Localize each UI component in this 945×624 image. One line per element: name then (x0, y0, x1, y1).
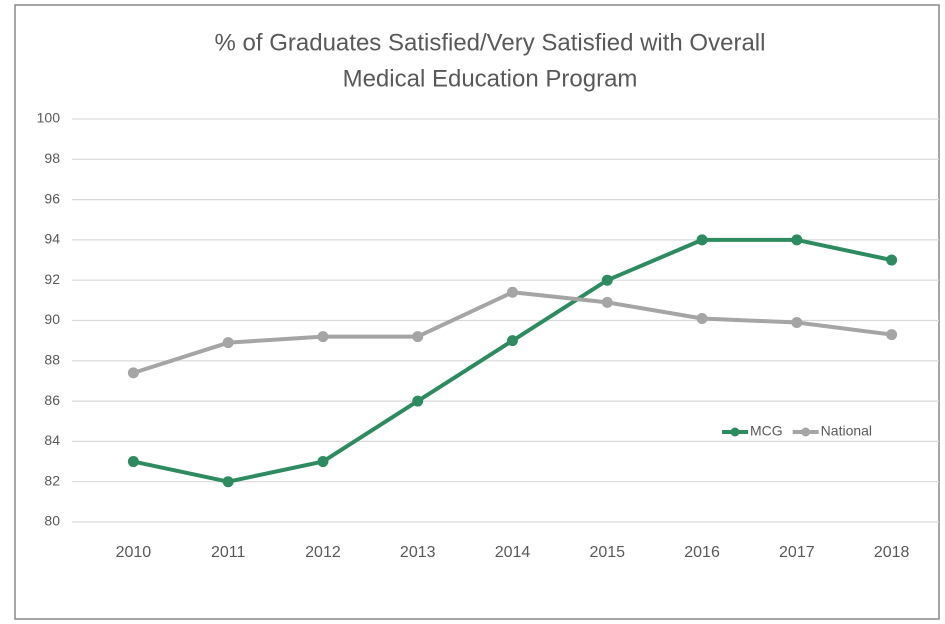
data-point (601, 296, 613, 308)
legend-marker (730, 427, 740, 437)
x-tick-label: 2012 (305, 544, 341, 561)
chart-title: Medical Education Program (343, 65, 638, 92)
x-tick-label: 2013 (400, 544, 436, 561)
y-tick-label: 80 (44, 513, 60, 529)
data-point (317, 456, 329, 468)
data-point (127, 456, 139, 468)
data-point (791, 317, 803, 329)
data-point (127, 367, 139, 379)
legend-label: MCG (750, 423, 783, 439)
data-point (696, 234, 708, 246)
x-tick-label: 2017 (779, 544, 815, 561)
data-point (412, 331, 424, 343)
data-point (696, 312, 708, 324)
legend-label: National (821, 423, 872, 439)
y-tick-label: 82 (44, 472, 60, 488)
y-tick-label: 92 (44, 271, 60, 287)
data-point (886, 329, 898, 341)
chart-frame (14, 4, 940, 620)
y-tick-label: 100 (37, 110, 61, 126)
x-tick-label: 2016 (684, 544, 720, 561)
x-tick-label: 2018 (874, 544, 910, 561)
data-point (222, 337, 234, 349)
y-tick-label: 88 (44, 352, 60, 368)
x-tick-label: 2015 (589, 544, 625, 561)
y-tick-label: 98 (44, 150, 60, 166)
x-tick-label: 2010 (116, 544, 152, 561)
x-tick-label: 2014 (495, 544, 531, 561)
y-tick-label: 86 (44, 392, 60, 408)
data-point (886, 254, 898, 266)
data-point (317, 331, 329, 343)
legend-marker (801, 427, 811, 437)
chart-title: % of Graduates Satisfied/Very Satisfied … (215, 29, 766, 56)
y-tick-label: 94 (44, 231, 60, 247)
x-tick-label: 2011 (211, 544, 246, 561)
data-point (601, 274, 613, 286)
y-tick-label: 96 (44, 190, 60, 206)
y-tick-label: 90 (44, 311, 60, 327)
data-point (507, 335, 518, 347)
data-point (791, 234, 803, 246)
data-point (507, 286, 518, 298)
data-point (222, 476, 234, 488)
y-tick-label: 84 (44, 432, 60, 448)
data-point (412, 395, 424, 407)
